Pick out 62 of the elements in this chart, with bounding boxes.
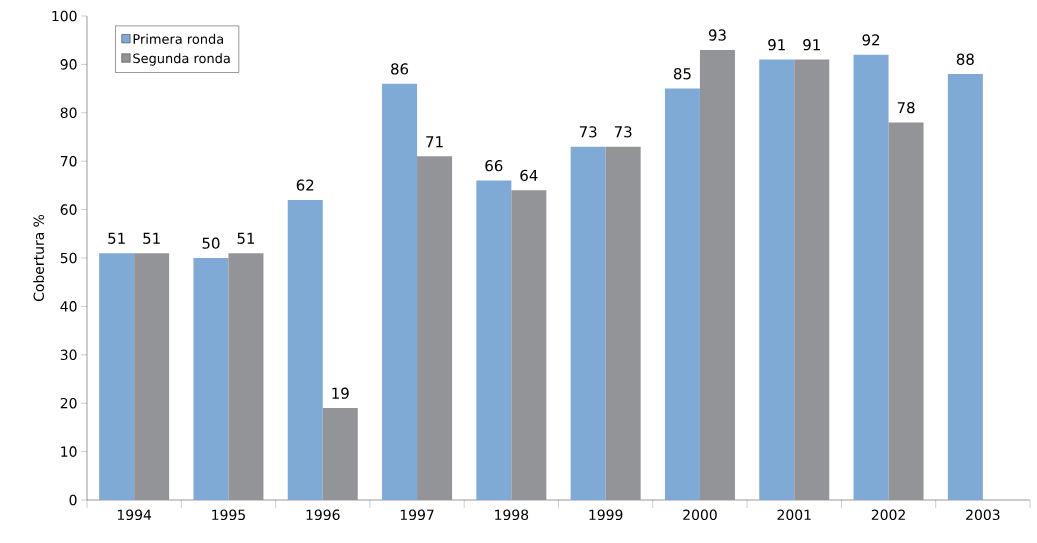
x-tick-label: 2000 xyxy=(683,509,717,521)
x-tick-label: 1996 xyxy=(306,509,340,521)
y-tick-label: 30 xyxy=(60,349,77,361)
y-tick-label: 70 xyxy=(60,155,77,167)
x-tick-label: 1995 xyxy=(212,509,245,521)
bar xyxy=(853,54,889,500)
bar xyxy=(322,408,358,500)
y-tick-label: 10 xyxy=(61,446,77,457)
bar xyxy=(570,146,606,500)
bar xyxy=(664,88,700,500)
data-label: 78 xyxy=(897,101,915,114)
x-tick-label: 2001 xyxy=(777,509,811,521)
bar xyxy=(417,156,453,500)
y-tick-label: 80 xyxy=(60,107,77,119)
y-tick-label: 40 xyxy=(60,301,77,312)
data-label: 19 xyxy=(332,387,349,399)
y-tick-label: 20 xyxy=(60,397,77,409)
bar xyxy=(759,59,795,500)
bar xyxy=(382,83,418,500)
data-label: 88 xyxy=(956,53,974,65)
bar xyxy=(794,59,830,500)
bar xyxy=(888,122,924,500)
data-label: 51 xyxy=(108,232,125,244)
x-tick-label: 2003 xyxy=(966,509,1000,521)
bar xyxy=(511,190,547,500)
x-tick-label: 1999 xyxy=(589,509,623,521)
legend-label: Segunda ronda xyxy=(133,53,230,66)
y-tick-label: 90 xyxy=(60,59,77,70)
x-tick-label: 1998 xyxy=(495,509,529,521)
data-label: 93 xyxy=(708,29,726,41)
y-axis-title: Cobertura % xyxy=(33,214,45,302)
bar xyxy=(228,253,264,500)
data-label: 50 xyxy=(202,237,220,249)
x-tick-label: 2002 xyxy=(871,509,905,521)
data-label: 73 xyxy=(614,126,632,138)
data-label: 71 xyxy=(426,136,443,148)
data-label: 91 xyxy=(768,39,785,51)
y-tick-label: 100 xyxy=(52,10,77,22)
bar xyxy=(134,253,170,500)
bar xyxy=(193,258,229,500)
data-label: 66 xyxy=(485,160,503,172)
bar xyxy=(605,146,641,500)
y-tick-label: 50 xyxy=(60,252,77,264)
bar xyxy=(947,74,983,500)
bar xyxy=(476,180,512,500)
data-label: 85 xyxy=(673,68,691,80)
data-label: 62 xyxy=(296,179,314,191)
data-label: 51 xyxy=(237,232,255,244)
x-tick-label: 1997 xyxy=(400,509,434,521)
data-label: 91 xyxy=(803,39,820,51)
data-label: 51 xyxy=(143,232,160,244)
data-label: 86 xyxy=(391,63,409,75)
bar xyxy=(699,49,735,500)
bar xyxy=(99,253,135,500)
y-tick-label: 60 xyxy=(60,204,77,215)
data-label: 64 xyxy=(520,169,538,182)
y-tick-label: 0 xyxy=(69,494,77,506)
legend-label: Primera ronda xyxy=(133,33,224,44)
bar xyxy=(287,199,323,500)
data-label: 92 xyxy=(862,34,880,46)
data-label: 73 xyxy=(579,126,597,138)
x-tick-label: 1994 xyxy=(117,509,152,521)
